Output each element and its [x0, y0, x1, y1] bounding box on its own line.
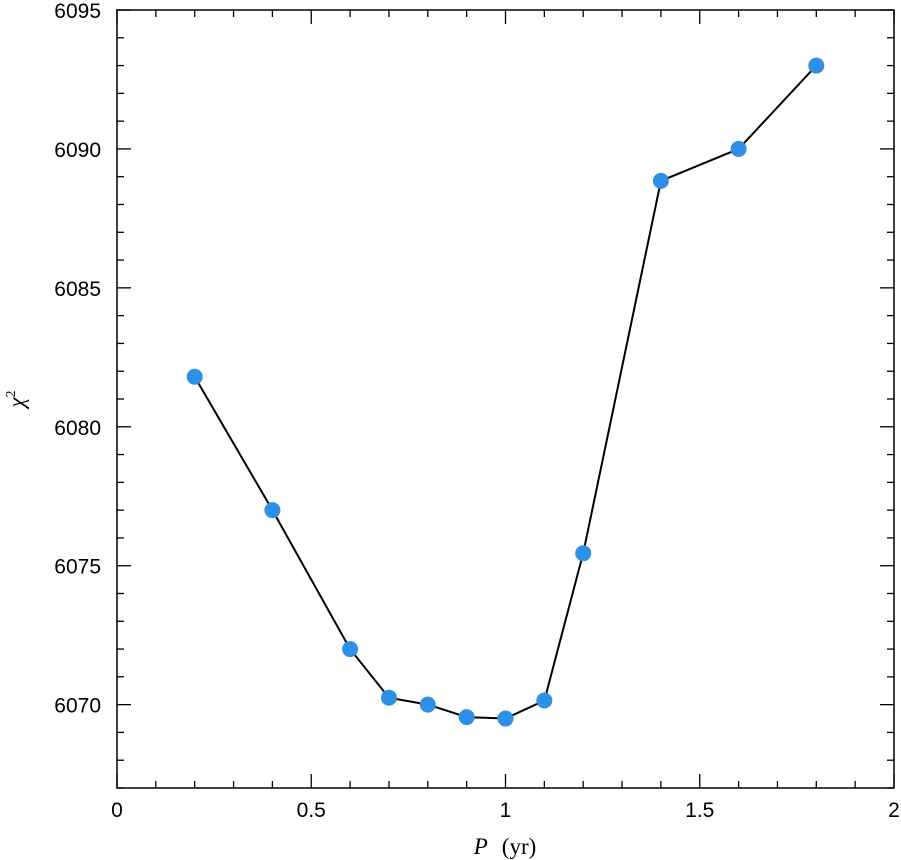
x-tick-label: 0.5 [297, 799, 326, 822]
series-points-group [186, 57, 825, 727]
y-axis-superscript: 2 [4, 390, 19, 397]
data-point [652, 172, 669, 189]
data-point [186, 368, 203, 385]
y-axis-symbol: χ [4, 397, 29, 410]
y-tick-label: 6075 [54, 556, 101, 579]
series-line [193, 64, 818, 720]
y-tick-label: 6070 [54, 695, 101, 718]
y-axis-label-group: χ2 [4, 390, 29, 409]
data-point [575, 545, 592, 562]
data-point [808, 57, 825, 74]
axis-tick-labels: 0 0.5 1 1.5 2 6070 6075 6080 6085 6090 6095 [54, 0, 900, 822]
data-point [730, 140, 747, 157]
data-point [419, 696, 436, 713]
data-point [380, 689, 397, 706]
y-tick-label: 6095 [54, 0, 101, 23]
plot-frame [116, 9, 895, 789]
data-point [536, 692, 553, 709]
y-tick-label: 6085 [54, 278, 101, 301]
x-tick-label: 2 [888, 799, 900, 822]
x-tick-label: 1 [500, 799, 512, 822]
data-point [264, 502, 281, 519]
data-point [458, 709, 475, 726]
data-point [497, 710, 514, 727]
y-tick-label: 6090 [54, 139, 101, 162]
y-tick-label: 6080 [54, 417, 101, 440]
x-axis-unit: (yr) [502, 834, 536, 859]
x-tick-label: 1.5 [685, 799, 714, 822]
axis-ticks [116, 9, 895, 789]
series-line-group [193, 64, 818, 720]
data-point [342, 641, 359, 658]
x-tick-label: 0 [111, 799, 123, 822]
x-axis-label: P (yr) [473, 834, 537, 859]
x-axis-variable: P [473, 834, 488, 859]
y-axis-label: χ2 [4, 390, 29, 409]
